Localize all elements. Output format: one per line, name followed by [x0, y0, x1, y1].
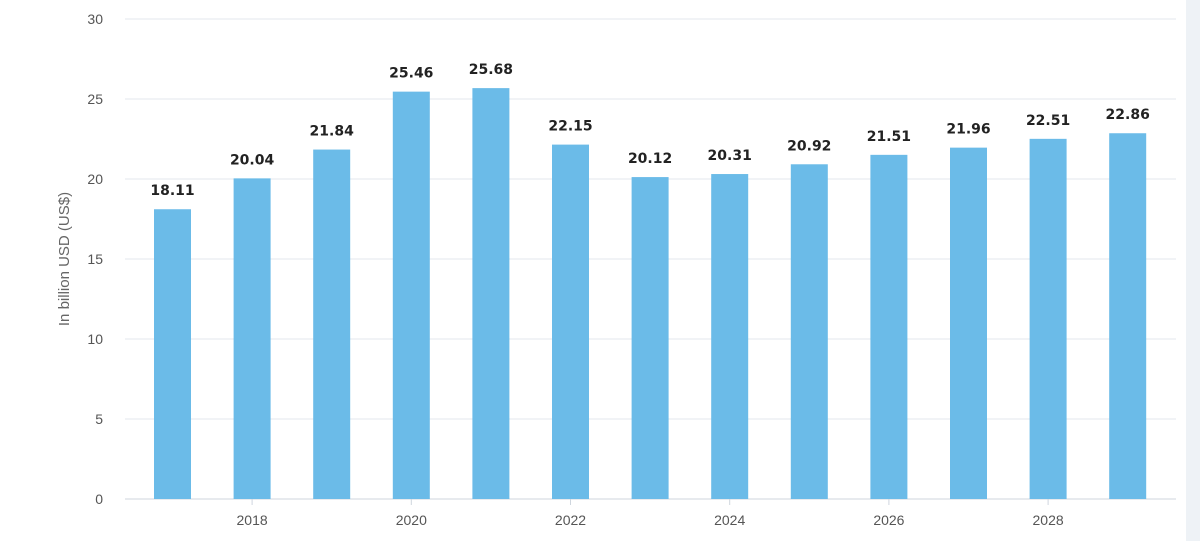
data-label-2026: 21.51 [867, 129, 911, 145]
bar-2020 [392, 91, 430, 499]
data-label-2019: 21.84 [310, 124, 355, 140]
data-label-2028: 22.51 [1026, 113, 1070, 129]
bar-2022 [552, 144, 589, 499]
data-label-2024: 20.31 [708, 148, 752, 164]
data-label-2022: 22.15 [548, 119, 592, 135]
y-tick-label: 30 [87, 11, 103, 27]
data-label-2018: 20.04 [230, 152, 275, 168]
x-tick-label: 2028 [1033, 512, 1064, 528]
bar-2018 [233, 178, 271, 500]
bar-2024 [711, 174, 749, 500]
data-label-2017: 18.11 [150, 183, 194, 199]
x-axis-ticks: 2018 2020 2022 2024 2026 2028 [237, 499, 1064, 528]
data-label-2023: 20.12 [628, 151, 672, 167]
y-tick-label: 0 [95, 491, 103, 507]
bar-2021 [472, 88, 510, 500]
data-label-2020: 25.46 [389, 66, 433, 82]
bar-2028 [1029, 138, 1067, 499]
x-tick-label: 2020 [396, 512, 427, 528]
data-label-2029: 22.86 [1106, 107, 1150, 123]
data-label-2025: 20.92 [787, 138, 831, 154]
bar-2023 [631, 177, 669, 499]
y-axis-label: In billion USD (US$) [56, 192, 73, 326]
y-tick-label: 20 [87, 171, 103, 187]
y-tick-label: 5 [95, 411, 103, 427]
bar-2019 [313, 149, 351, 499]
bar-2029 [1109, 133, 1147, 500]
y-tick-label: 25 [87, 91, 103, 107]
data-label-2021: 25.68 [469, 62, 513, 78]
bar-2027 [950, 147, 987, 499]
x-tick-label: 2022 [555, 512, 586, 528]
data-label-2027: 21.96 [946, 122, 990, 138]
y-tick-label: 15 [87, 251, 103, 267]
y-tick-label: 10 [87, 331, 103, 347]
x-tick-label: 2024 [714, 512, 745, 528]
x-tick-label: 2026 [873, 512, 904, 528]
data-labels: 18.11 20.04 21.84 25.46 25.68 22.15 20.12 20.31… [150, 62, 1149, 199]
y-axis-ticks: 0 5 10 15 20 25 30 [87, 11, 103, 507]
bar-2025 [790, 164, 828, 499]
bar-2017 [154, 209, 191, 500]
bars [154, 88, 1147, 500]
x-tick-label: 2018 [237, 512, 268, 528]
bar-2026 [870, 154, 908, 499]
